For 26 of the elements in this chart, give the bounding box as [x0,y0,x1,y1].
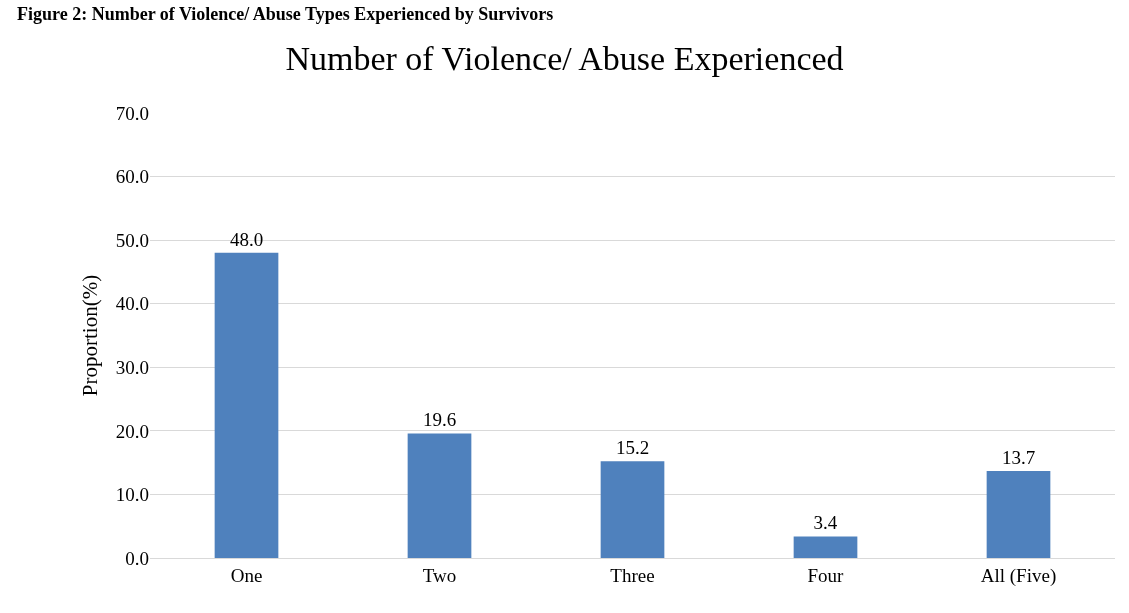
bar [986,470,1051,558]
caption: Figure 2: Number of Violence/ Abuse Types Experienced by Survivors [17,4,554,24]
bar [407,433,472,558]
chart-title: Number of Violence/ Abuse Experienced [285,39,844,77]
data-label: 3.4 [813,512,838,534]
y-tick-label: 10.0 [115,484,149,506]
y-tick-label: 40.0 [115,293,149,315]
y-tick-label: 30.0 [115,356,149,378]
data-label: 19.6 [422,409,457,431]
x-tick-label: All (Five) [980,564,1057,587]
data-label: 48.0 [229,228,264,250]
x-tick-label: Two [422,564,457,586]
y-tick-label: 70.0 [115,102,149,124]
bar [600,461,665,558]
bar [214,252,279,558]
y-tick-label: 60.0 [115,166,149,188]
y-tick-label: 20.0 [115,420,149,442]
x-tick-label: Three [610,564,655,586]
data-label: 13.7 [1001,446,1036,468]
y-axis-title: Proportion(%) [77,274,102,397]
y-tick-label: 0.0 [125,547,149,569]
x-tick-label: One [230,564,263,586]
y-tick-label: 50.0 [115,229,149,251]
x-tick-label: Four [807,564,845,586]
bar [793,536,858,558]
data-label: 15.2 [615,437,650,459]
